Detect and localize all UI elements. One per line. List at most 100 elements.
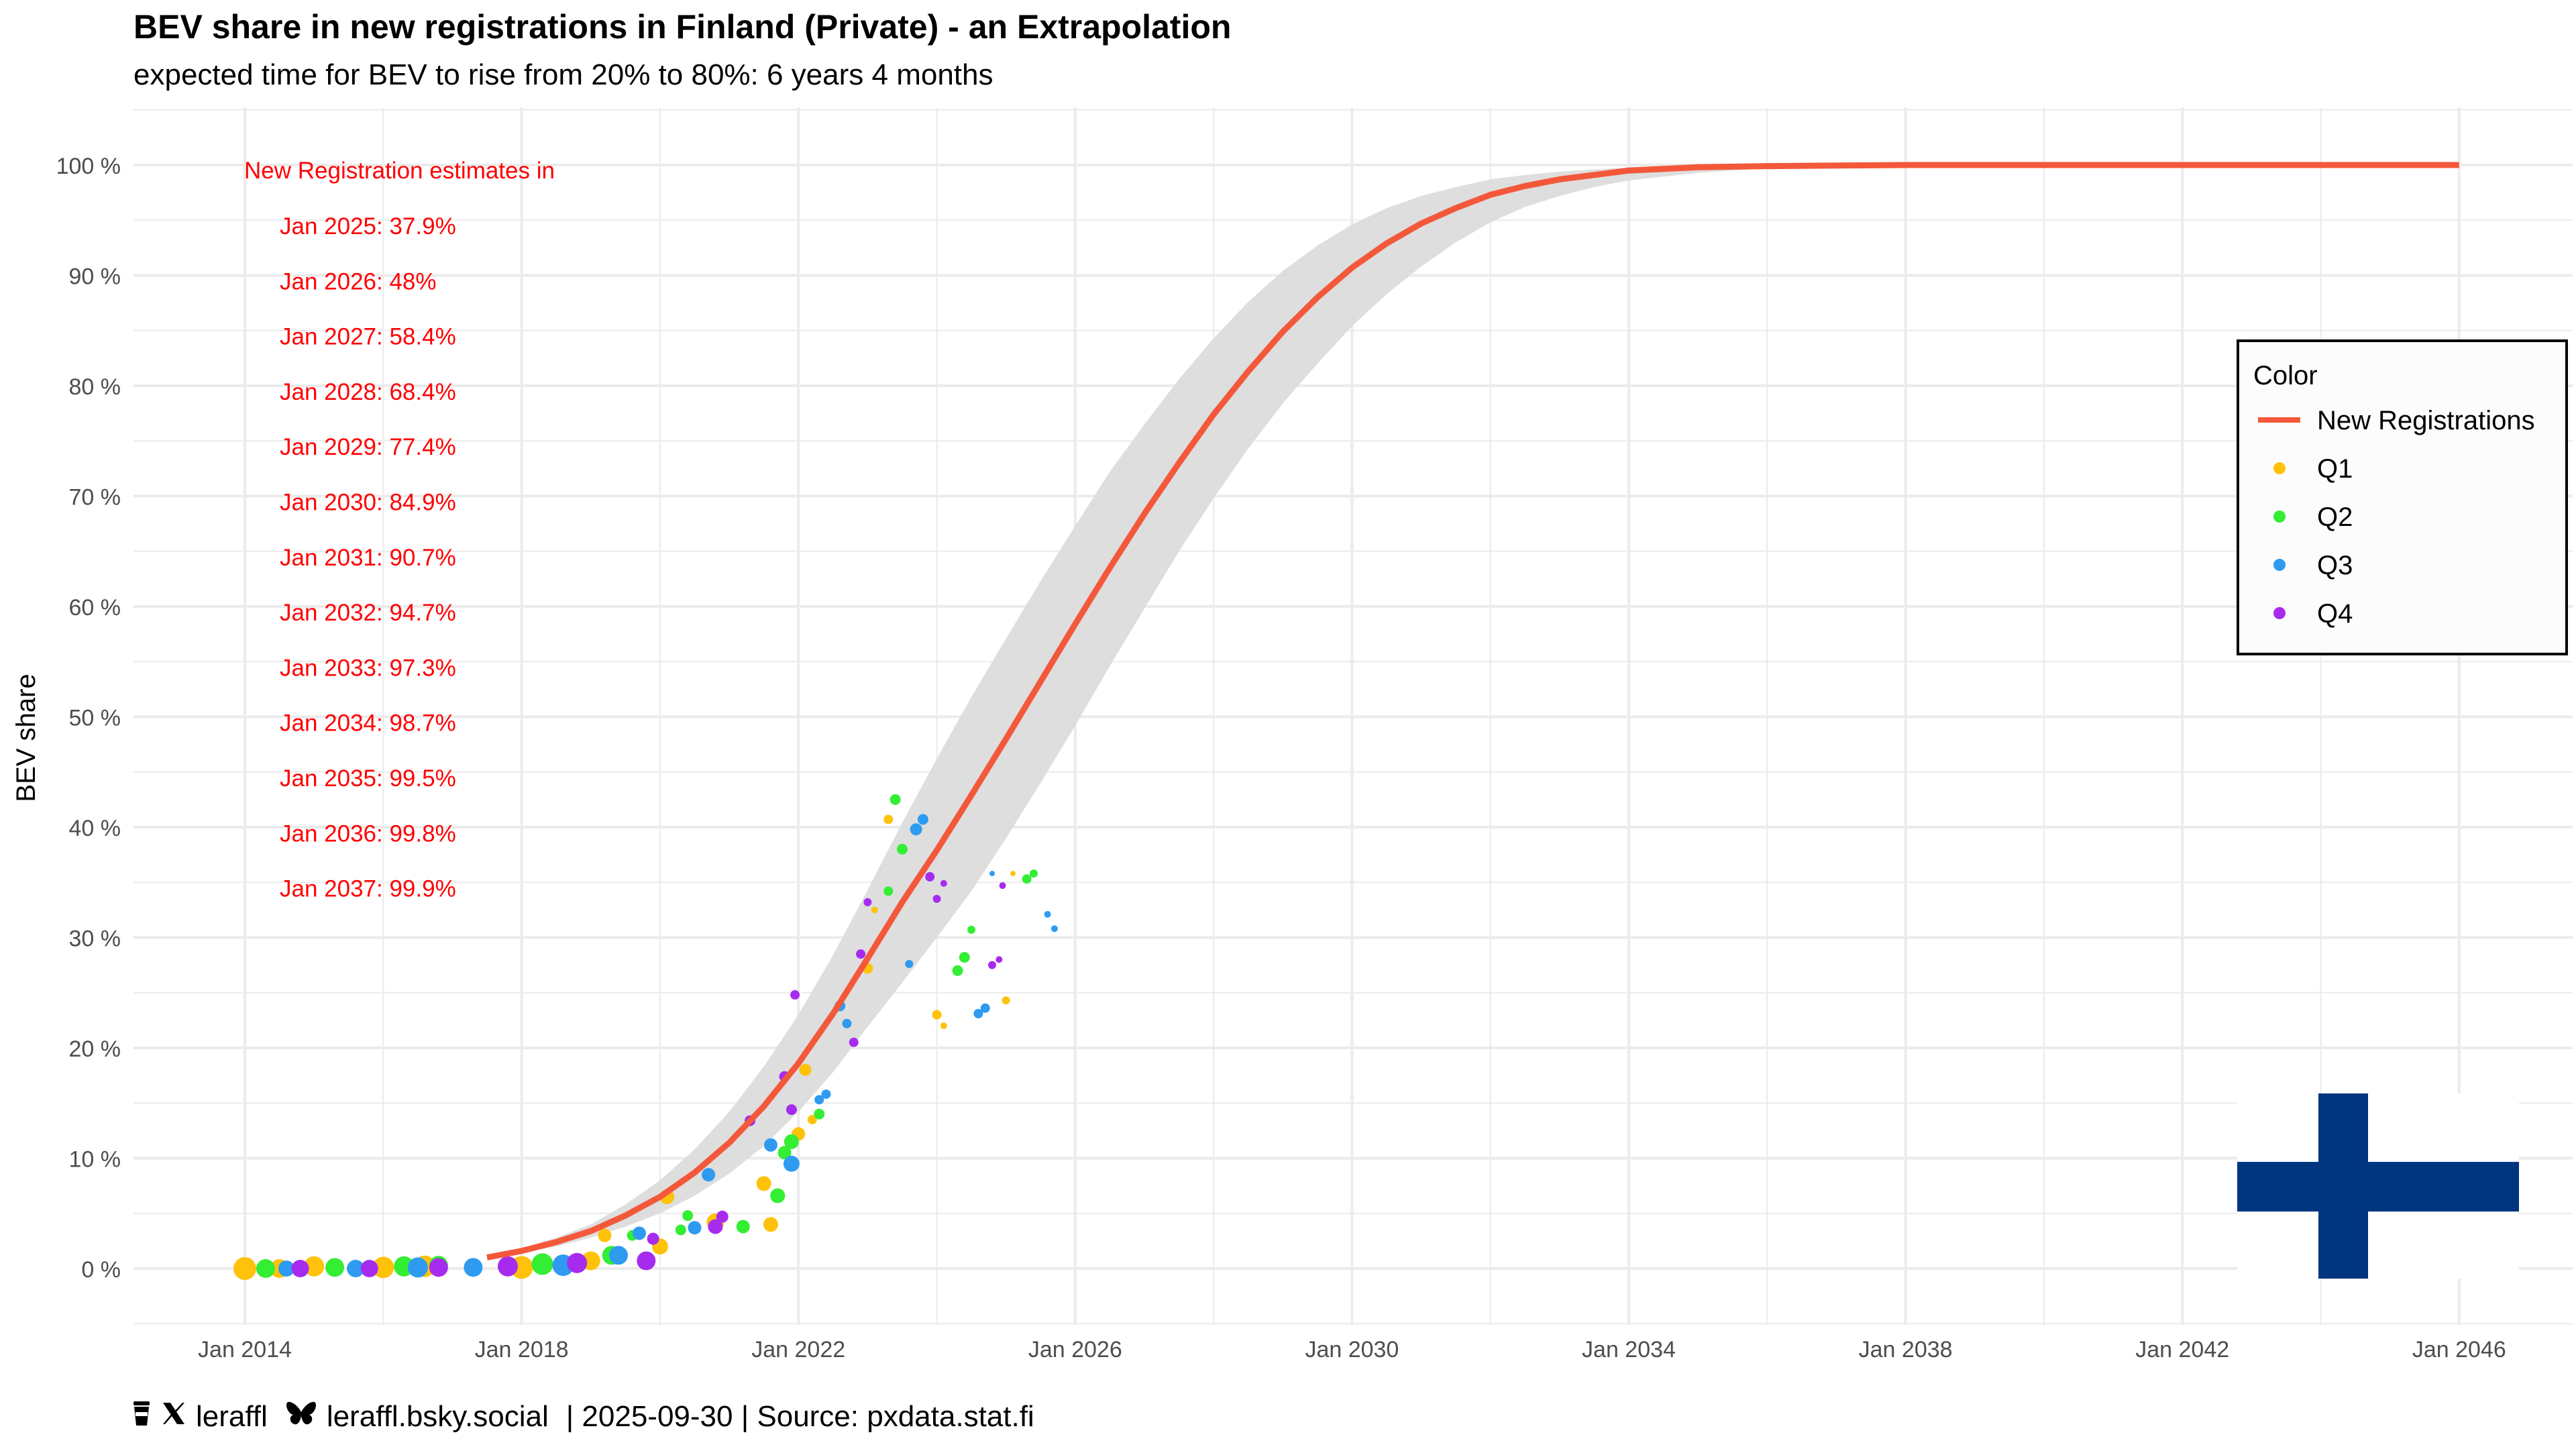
data-point-q4	[932, 894, 941, 903]
estimate-label: Jan 2027: 58.4%	[280, 324, 456, 350]
legend-label: Q2	[2317, 502, 2353, 532]
data-point-q3	[702, 1168, 716, 1182]
data-point-q4	[925, 872, 935, 882]
data-point-q4	[429, 1258, 448, 1277]
data-point-q2	[896, 843, 908, 855]
data-point-q3	[464, 1258, 483, 1277]
data-point-q1	[940, 1022, 947, 1030]
estimate-label: Jan 2036: 99.8%	[280, 820, 456, 847]
data-point-q3	[783, 1155, 800, 1172]
data-point-q2	[736, 1220, 750, 1234]
estimates-annotation: New Registration estimates in Jan 2025: 3…	[244, 158, 555, 902]
x-tick-labels: Jan 2014 Jan 2018 Jan 2022 Jan 2026 Jan 2030…	[198, 1337, 2506, 1362]
y-tick-label: 0 %	[81, 1257, 121, 1283]
y-tick-label: 70 %	[69, 485, 121, 511]
data-point-q3	[989, 871, 996, 877]
data-point-q3	[1051, 925, 1058, 932]
estimate-label: Jan 2033: 97.3%	[280, 655, 456, 681]
data-point-q1	[1010, 871, 1016, 877]
y-tick-label: 30 %	[69, 926, 121, 952]
data-point-q1	[1002, 996, 1010, 1005]
fit-curve-line	[486, 162, 2459, 1260]
confidence-band	[487, 165, 2459, 1259]
estimate-label: Jan 2031: 90.7%	[280, 545, 456, 571]
finland-flag-icon	[2237, 1093, 2519, 1279]
data-point-q2	[952, 965, 963, 976]
legend-title: Color	[2253, 361, 2318, 390]
y-axis-title: BEV share	[11, 674, 41, 802]
footer-handle: leraffl	[196, 1400, 268, 1433]
x-tick-label: Jan 2034	[1582, 1337, 1676, 1362]
y-tick-label: 50 %	[69, 706, 121, 731]
data-point-q1	[598, 1228, 612, 1242]
data-point-q4	[863, 898, 872, 906]
y-tick-label: 100 %	[56, 154, 121, 179]
data-point-q4	[360, 1260, 378, 1277]
data-point-q3	[763, 1138, 777, 1152]
data-point-q1	[871, 906, 878, 914]
data-point-q3	[814, 1095, 824, 1105]
legend-key-point	[2273, 511, 2286, 523]
estimate-label: Jan 2034: 98.7%	[280, 710, 456, 737]
y-tick-label: 60 %	[69, 595, 121, 621]
data-point-q2	[784, 1134, 799, 1149]
estimate-label: Jan 2028: 68.4%	[280, 379, 456, 405]
data-point-q2	[675, 1224, 686, 1236]
data-point-q3	[632, 1226, 646, 1240]
x-tick-label: Jan 2018	[475, 1337, 569, 1362]
data-point-q4	[940, 879, 947, 887]
data-point-q2	[770, 1188, 786, 1203]
chart-subtitle: expected time for BEV to rise from 20% t…	[133, 58, 993, 91]
data-point-q1	[372, 1256, 394, 1279]
data-point-q3	[905, 959, 914, 968]
legend-label: Q4	[2317, 599, 2353, 629]
data-point-q4	[637, 1251, 656, 1271]
fit-curve	[486, 162, 2459, 1260]
data-point-q1	[807, 1114, 817, 1124]
x-tick-label: Jan 2026	[1028, 1337, 1122, 1362]
legend-key-point	[2273, 559, 2286, 571]
data-point-q2	[883, 886, 894, 896]
data-point-q3	[1044, 910, 1051, 918]
legend-key-point	[2273, 462, 2286, 474]
y-tick-label: 80 %	[69, 374, 121, 400]
legend-label: Q1	[2317, 454, 2353, 484]
data-point-q4	[999, 882, 1006, 890]
data-point-q3	[347, 1260, 365, 1277]
data-point-q4	[647, 1232, 659, 1245]
data-point-q1	[233, 1257, 256, 1280]
data-point-q2	[256, 1259, 275, 1278]
data-point-q3	[980, 1003, 990, 1013]
data-point-q4	[708, 1219, 723, 1234]
data-point-q4	[291, 1260, 309, 1277]
data-point-q2	[682, 1210, 694, 1222]
data-point-q3	[688, 1221, 702, 1235]
data-point-q2	[777, 1146, 792, 1160]
estimate-label: Jan 2026: 48%	[280, 268, 437, 294]
estimate-label: Jan 2032: 94.7%	[280, 600, 456, 626]
x-logo-icon	[161, 1400, 186, 1434]
y-tick-label: 40 %	[69, 816, 121, 841]
data-point-q2	[1029, 869, 1038, 878]
data-point-q3	[973, 1009, 983, 1019]
data-point-q3	[917, 814, 928, 825]
y-tick-label: 10 %	[69, 1147, 121, 1173]
data-point-q4	[786, 1104, 797, 1116]
estimate-label: Jan 2029: 77.4%	[280, 434, 456, 460]
data-point-q1	[932, 1010, 942, 1020]
y-tick-labels: 0 % 10 % 20 % 30 % 40 % 50 % 60 % 70 % 80 % 90 % 1…	[56, 154, 121, 1283]
x-tick-label: Jan 2014	[198, 1337, 292, 1362]
data-point-q4	[567, 1252, 588, 1273]
data-point-q1	[883, 814, 894, 824]
data-point-q3	[842, 1018, 852, 1028]
data-point-q1	[763, 1217, 778, 1232]
data-point-q4	[988, 961, 997, 969]
data-point-q4	[856, 949, 866, 959]
data-point-q1	[756, 1176, 771, 1191]
coffee-cup-icon	[131, 1400, 152, 1434]
footer-info: | 2025-09-30 | Source: pxdata.stat.fi	[566, 1400, 1034, 1433]
data-point-q2	[814, 1108, 825, 1120]
confidence-band-area	[487, 165, 2459, 1259]
footer: leraffl leraffl.bsky.social | 2025-09-30…	[131, 1397, 1052, 1437]
data-point-q3	[609, 1246, 629, 1265]
